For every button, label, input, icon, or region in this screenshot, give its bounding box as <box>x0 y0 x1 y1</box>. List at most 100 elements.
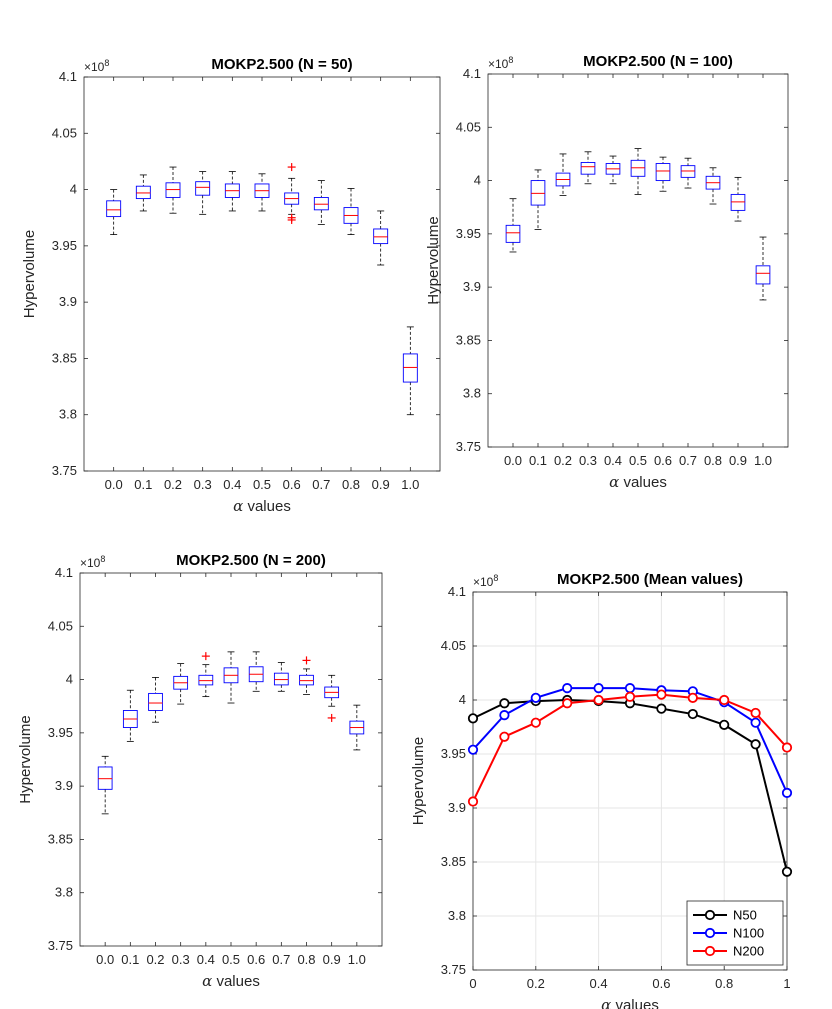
axes-frame <box>472 591 788 971</box>
x-tick-label: 0.9 <box>323 952 341 967</box>
box-body <box>402 353 418 383</box>
box-0.7 <box>273 662 289 692</box>
data-point <box>467 744 479 755</box>
x-tick-label: 0.9 <box>372 477 390 492</box>
x-tick-label: 0.5 <box>629 453 647 468</box>
x-axis-label-symbol: α <box>601 996 611 1009</box>
box-body <box>530 180 546 206</box>
data-point <box>750 717 761 728</box>
legend-marker <box>704 909 716 921</box>
chart-title: MOKP2.500 (N = 200) <box>176 552 326 569</box>
x-tick-label: 0.0 <box>105 477 123 492</box>
box-body <box>680 165 696 178</box>
axes-frame <box>487 73 789 448</box>
box-0.3 <box>173 663 189 705</box>
y-tick-label: 3.8 <box>463 386 481 401</box>
y-tick-label: 3.95 <box>48 725 73 740</box>
x-tick-label: 0.4 <box>223 477 241 492</box>
legend-label: N100 <box>733 926 764 941</box>
y-exponent-power: 8 <box>104 58 109 68</box>
legend-item-N200: N200 <box>693 944 764 959</box>
x-axis-label-text: values <box>243 498 291 515</box>
data-point <box>624 691 636 702</box>
y-tick-label: 4 <box>474 173 481 188</box>
y-tick-label: 4.05 <box>48 618 73 633</box>
x-tick-label: 1.0 <box>348 952 366 967</box>
data-point <box>593 683 604 694</box>
data-point <box>499 710 510 721</box>
panel-n50: 3.75 3.8 3.85 3.9 3.95 4 4.05 4.1 0.0 0.1 0.2 0.3 0.… <box>21 56 441 515</box>
x-tick-label: 0.0 <box>96 952 114 967</box>
y-tick-label: 3.75 <box>48 938 73 953</box>
box-0.6 <box>248 651 264 692</box>
chart-title: MOKP2.500 (Mean values) <box>557 571 743 588</box>
x-tick-label: 0.8 <box>342 477 360 492</box>
outlier-marker <box>201 652 210 661</box>
legend-item-N50: N50 <box>693 908 757 923</box>
x-tick-label: 0.8 <box>715 976 733 991</box>
box-0.8 <box>705 167 721 205</box>
axes-frame <box>79 572 383 947</box>
x-tick-label: 0.2 <box>554 453 572 468</box>
x-tick-label: 0.4 <box>197 952 215 967</box>
y-tick-label: 3.85 <box>456 332 481 347</box>
y-tick-label: 4.1 <box>55 565 73 580</box>
data-point <box>624 683 636 694</box>
box-0.9 <box>373 210 389 266</box>
x-tick-label: 0.3 <box>172 952 190 967</box>
box-1.0 <box>349 704 365 751</box>
box-0.0 <box>97 755 113 815</box>
y-exponent-base: ×10 <box>80 556 101 570</box>
x-axis-label-symbol: α <box>202 972 212 990</box>
x-tick-label: 0.6 <box>654 453 672 468</box>
y-tick-label: 3.9 <box>59 294 77 309</box>
y-exponent-base: ×10 <box>84 60 105 74</box>
x-tick-label: 0.0 <box>504 453 522 468</box>
box-body <box>755 265 771 285</box>
y-tick-label: 4.05 <box>441 638 466 653</box>
box-0.2 <box>148 677 163 723</box>
chart-title: MOKP2.500 (N = 50) <box>211 56 352 73</box>
y-tick-label: 3.95 <box>52 238 77 253</box>
box-0.8 <box>343 188 359 236</box>
y-axis-label: Hypervolume <box>425 216 442 304</box>
box-body <box>135 185 151 200</box>
x-tick-label: 0.9 <box>729 453 747 468</box>
y-exponent-label: ×108 <box>488 55 513 71</box>
box-0.2 <box>165 166 181 214</box>
chart-title: MOKP2.500 (N = 100) <box>583 53 733 70</box>
y-tick-label: 4.05 <box>52 125 77 140</box>
x-tick-label: 0.5 <box>253 477 271 492</box>
legend-label: N200 <box>733 944 764 959</box>
box-body <box>373 228 389 245</box>
box-0.0 <box>106 189 122 236</box>
data-point <box>750 739 761 750</box>
y-exponent-power: 8 <box>493 573 498 583</box>
series-line <box>472 693 788 802</box>
legend-item-N100: N100 <box>693 926 764 941</box>
box-0.5 <box>223 651 239 704</box>
x-tick-label: 1 <box>783 976 790 991</box>
x-tick-label: 0.3 <box>194 477 212 492</box>
y-tick-label: 3.85 <box>48 831 73 846</box>
x-tick-label: 0.4 <box>590 976 608 991</box>
y-tick-label: 4 <box>66 672 73 687</box>
x-tick-label: 0.5 <box>222 952 240 967</box>
y-exponent-label: ×108 <box>473 573 498 589</box>
box-0.4 <box>605 155 621 185</box>
series-N200 <box>467 689 793 807</box>
data-point <box>687 692 698 703</box>
y-tick-label: 3.8 <box>448 908 466 923</box>
box-0.4 <box>224 171 240 212</box>
box-body <box>313 197 329 211</box>
data-point <box>750 707 761 719</box>
x-tick-label: 0.7 <box>679 453 697 468</box>
box-0.6 <box>655 156 671 192</box>
outlier-marker <box>287 215 296 224</box>
box-0.5 <box>630 148 646 195</box>
x-tick-label: 0.2 <box>527 976 545 991</box>
box-0.1 <box>135 174 151 212</box>
data-point <box>719 694 730 706</box>
y-tick-label: 3.95 <box>441 746 466 761</box>
